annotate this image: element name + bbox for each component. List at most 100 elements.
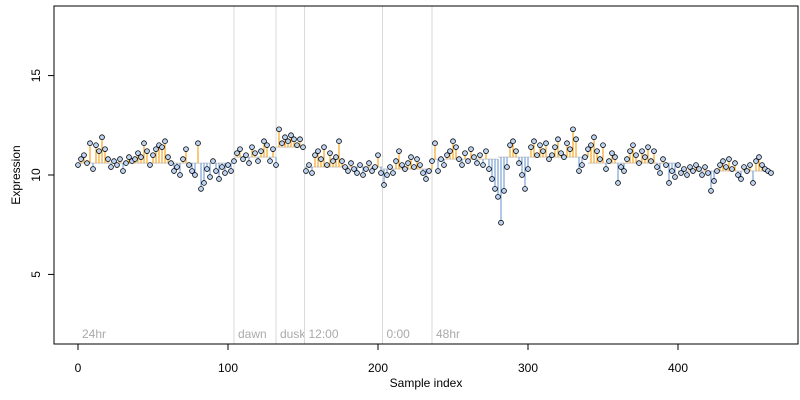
data-point: [696, 166, 702, 172]
data-point: [651, 148, 657, 154]
data-point: [210, 158, 216, 164]
data-point: [432, 140, 438, 146]
data-point: [750, 180, 756, 186]
data-point: [306, 162, 312, 168]
vertical-marker-label: 24hr: [82, 327, 106, 341]
data-point: [255, 158, 261, 164]
data-point: [729, 166, 735, 172]
data-point: [474, 160, 480, 166]
data-point: [690, 168, 696, 174]
data-point: [279, 140, 285, 146]
data-point: [501, 188, 507, 194]
data-point: [309, 170, 315, 176]
data-point: [612, 154, 618, 160]
data-point: [768, 170, 774, 176]
data-point: [714, 168, 720, 174]
x-tick-label: 100: [218, 361, 238, 375]
data-point: [81, 152, 87, 158]
y-axis-label: Expression: [9, 145, 23, 204]
data-point: [162, 138, 168, 145]
data-point: [732, 160, 738, 166]
vertical-marker-label: 0:00: [387, 327, 411, 341]
y-tick-label: 10: [29, 168, 43, 182]
data-point: [294, 142, 300, 148]
data-point: [177, 172, 183, 178]
data-point: [687, 164, 693, 170]
data-point: [108, 164, 114, 170]
data-point: [642, 154, 648, 160]
data-point: [231, 158, 237, 164]
data-point: [753, 158, 759, 164]
data-point: [588, 142, 594, 148]
data-point: [267, 158, 273, 164]
data-point: [720, 158, 726, 164]
data-point: [375, 152, 381, 158]
data-point: [681, 166, 687, 172]
data-points: [75, 126, 774, 226]
data-point: [699, 172, 705, 178]
data-point: [591, 134, 597, 141]
data-point: [96, 148, 102, 154]
x-axis-label: Sample index: [390, 376, 463, 390]
data-point: [507, 142, 513, 148]
data-point: [435, 168, 441, 174]
data-point: [234, 150, 240, 156]
data-point: [324, 162, 330, 168]
data-point: [384, 172, 390, 178]
data-point: [282, 134, 288, 141]
data-point: [237, 146, 243, 152]
y-tick-label: 5: [29, 271, 43, 278]
data-point: [213, 168, 219, 174]
data-point: [495, 194, 501, 200]
data-point: [270, 146, 276, 152]
data-point: [348, 160, 354, 166]
x-axis-ticks: 0 100 200 300 400: [75, 344, 688, 375]
data-point: [747, 162, 753, 168]
data-point: [723, 164, 729, 170]
data-point: [429, 158, 435, 164]
data-point: [141, 140, 147, 146]
vertical-marker-label: dawn: [238, 327, 267, 341]
data-point: [567, 146, 573, 152]
data-point: [555, 136, 561, 143]
data-point: [444, 152, 450, 158]
data-point: [219, 164, 225, 170]
data-point: [702, 164, 708, 170]
data-point: [675, 162, 681, 168]
data-point: [369, 168, 375, 174]
data-point: [189, 168, 195, 174]
data-point: [105, 156, 111, 162]
data-point: [84, 160, 90, 166]
data-point: [366, 160, 372, 166]
data-point: [198, 186, 204, 192]
data-point: [708, 188, 714, 194]
data-point: [606, 158, 612, 164]
data-point: [75, 162, 81, 168]
data-point: [630, 142, 636, 148]
data-point: [318, 156, 324, 162]
data-point: [513, 148, 519, 154]
data-point: [615, 180, 621, 186]
data-point: [381, 182, 387, 188]
data-point: [579, 162, 585, 168]
data-point: [546, 156, 552, 162]
data-point: [522, 186, 528, 192]
data-point: [195, 140, 201, 146]
data-point: [183, 146, 189, 152]
data-point: [564, 140, 570, 146]
data-point: [372, 164, 378, 170]
data-point: [456, 156, 462, 162]
data-point: [120, 168, 126, 174]
data-point: [186, 162, 192, 168]
data-point: [672, 174, 678, 180]
data-point: [426, 168, 432, 174]
data-point: [135, 150, 141, 156]
data-point: [663, 162, 669, 168]
data-point: [390, 170, 396, 176]
x-tick-label: 0: [75, 361, 82, 375]
data-point: [459, 162, 465, 168]
data-point: [684, 172, 690, 178]
data-point: [99, 134, 105, 141]
data-point: [357, 162, 363, 168]
data-point: [726, 156, 732, 162]
